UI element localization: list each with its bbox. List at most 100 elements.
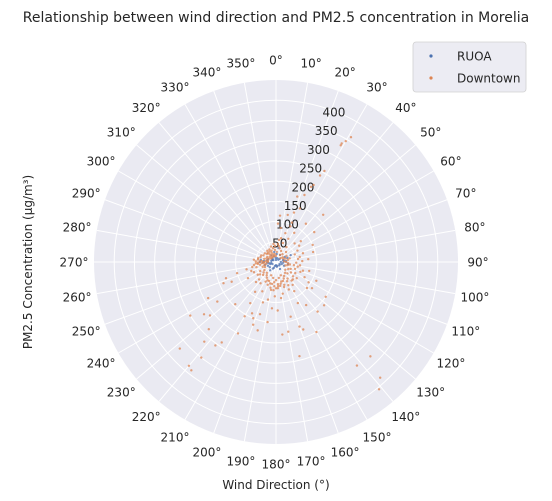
point-downtown-73 xyxy=(284,231,287,235)
angular-gridline-26 xyxy=(96,261,277,295)
r-tick-label-5: 300 xyxy=(307,143,330,157)
point-downtown-25 xyxy=(289,271,293,274)
point-downtown-70 xyxy=(273,252,276,256)
point-downtown-119 xyxy=(304,303,308,307)
point-downtown-197 xyxy=(324,295,327,298)
point-downtown-127 xyxy=(298,354,301,358)
theta-tick-label-200: 200° xyxy=(192,445,221,459)
point-downtown-30 xyxy=(282,274,286,278)
point-downtown-45 xyxy=(261,273,265,277)
point-downtown-131 xyxy=(281,333,284,336)
point-downtown-237 xyxy=(274,287,278,290)
point-downtown-32 xyxy=(279,274,283,277)
point-downtown-140 xyxy=(261,301,265,304)
point-ruoa-4 xyxy=(286,256,289,260)
point-downtown-13 xyxy=(282,257,285,260)
point-downtown-171 xyxy=(254,260,257,263)
point-downtown-48 xyxy=(259,269,262,273)
data-points xyxy=(178,136,382,391)
point-ruoa-22 xyxy=(274,256,277,260)
point-downtown-124 xyxy=(298,325,301,328)
theta-tick-label-260: 260° xyxy=(63,291,92,305)
point-ruoa-28 xyxy=(278,262,281,266)
radial-gridline-7 xyxy=(113,99,439,425)
point-downtown-12 xyxy=(285,254,288,258)
point-downtown-200 xyxy=(276,284,280,288)
point-downtown-42 xyxy=(265,276,269,279)
angular-gridline-11 xyxy=(275,261,448,325)
point-downtown-210 xyxy=(256,262,260,266)
point-downtown-112 xyxy=(310,286,314,290)
point-downtown-135 xyxy=(266,320,269,324)
point-downtown-64 xyxy=(268,253,271,256)
point-downtown-164 xyxy=(224,277,228,280)
point-downtown-199 xyxy=(315,330,318,334)
point-downtown-229 xyxy=(258,273,262,276)
point-downtown-184 xyxy=(270,249,273,252)
point-downtown-103 xyxy=(296,257,300,261)
point-ruoa-32 xyxy=(269,269,272,272)
point-downtown-88 xyxy=(349,136,353,139)
theta-tick-label-40: 40° xyxy=(395,101,416,115)
point-downtown-101 xyxy=(301,252,305,255)
point-downtown-120 xyxy=(293,289,296,293)
point-downtown-163 xyxy=(222,282,225,285)
point-downtown-192 xyxy=(311,243,314,247)
theta-tick-label-270: 270° xyxy=(60,256,89,270)
point-downtown-183 xyxy=(268,248,271,251)
point-downtown-99 xyxy=(296,249,299,252)
point-downtown-222 xyxy=(276,287,280,290)
point-ruoa-37 xyxy=(272,258,275,262)
point-downtown-227 xyxy=(259,282,262,285)
theta-tick-label-230: 230° xyxy=(107,385,136,399)
point-downtown-223 xyxy=(273,285,276,288)
theta-tick-label-240: 240° xyxy=(87,357,116,371)
point-downtown-6 xyxy=(278,253,282,257)
point-downtown-211 xyxy=(262,261,266,265)
point-downtown-235 xyxy=(281,279,285,283)
angular-gridline-7 xyxy=(275,199,448,263)
point-downtown-87 xyxy=(344,139,347,143)
point-downtown-57 xyxy=(263,257,266,261)
point-downtown-185 xyxy=(269,245,273,248)
theta-tick-label-170: 170° xyxy=(297,454,326,468)
point-downtown-77 xyxy=(293,231,296,235)
point-downtown-7 xyxy=(285,245,288,249)
point-downtown-19 xyxy=(286,261,290,265)
point-downtown-39 xyxy=(269,282,272,285)
point-downtown-226 xyxy=(264,280,267,283)
point-downtown-47 xyxy=(263,268,266,272)
point-downtown-133 xyxy=(273,295,276,298)
point-downtown-122 xyxy=(287,288,291,291)
point-downtown-85 xyxy=(339,144,342,147)
angular-gridline-34 xyxy=(213,90,277,263)
point-ruoa-48 xyxy=(271,267,275,270)
point-downtown-191 xyxy=(313,230,316,234)
point-downtown-109 xyxy=(299,270,302,274)
point-downtown-65 xyxy=(270,254,273,257)
point-downtown-79 xyxy=(292,211,296,214)
point-ruoa-36 xyxy=(270,259,273,262)
point-downtown-213 xyxy=(258,260,262,263)
theta-tick-label-300: 300° xyxy=(87,155,116,169)
point-downtown-84 xyxy=(323,169,326,173)
angular-gridline-16 xyxy=(275,261,339,434)
point-downtown-132 xyxy=(276,309,279,312)
point-downtown-23 xyxy=(289,267,292,271)
point-downtown-76 xyxy=(287,237,290,240)
point-downtown-220 xyxy=(283,283,286,286)
angular-gridline-30 xyxy=(118,170,277,263)
theta-tick-label-250: 250° xyxy=(72,325,101,339)
radial-gridline-3 xyxy=(194,180,358,344)
point-downtown-115 xyxy=(369,355,372,358)
point-downtown-209 xyxy=(258,263,262,267)
angular-gridline-10 xyxy=(275,261,456,295)
point-downtown-155 xyxy=(178,347,182,350)
point-downtown-26 xyxy=(284,268,287,271)
theta-tick-label-80: 80° xyxy=(464,220,485,234)
theta-tick-label-280: 280° xyxy=(63,220,92,234)
point-downtown-126 xyxy=(289,315,292,318)
point-downtown-91 xyxy=(286,213,289,217)
point-downtown-186 xyxy=(271,246,275,250)
point-downtown-117 xyxy=(377,388,381,391)
